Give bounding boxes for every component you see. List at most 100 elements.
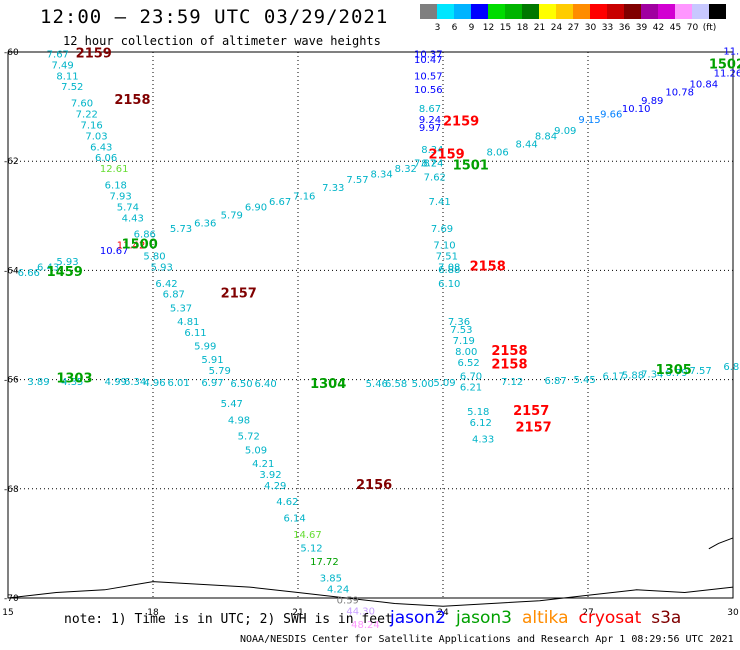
x-tick-label: 30 [727,608,739,618]
legend-label: 33 [601,23,614,33]
wave-height-label: 3.92 [259,470,281,481]
wave-height-label: 5.80 [143,251,165,262]
wave-height-label: 6.79 [665,368,687,379]
wave-height-label: 5.45 [574,375,596,386]
legend-swatch [590,4,607,19]
wave-height-label: 4.35 [61,377,83,388]
wave-height-label: 6.10 [438,279,460,290]
wave-height-label: 6.50 [230,379,252,390]
legend-label: 3 [434,23,441,33]
wave-height-label: 6.97 [201,378,223,389]
wave-height-label: 7.22 [76,110,98,121]
legend-label: 30 [584,23,597,33]
wave-height-label: 10.47 [414,55,443,66]
wave-height-label: 4.62 [276,497,298,508]
wave-height-label: 9.09 [554,126,576,137]
wave-height-label: 6.43 [90,142,112,153]
legend-swatch [624,4,641,19]
pass-time-label: 2158 [114,93,150,108]
note-text: note: 1) Time is in UTC; 2) SWH is in fe… [64,612,393,627]
wave-height-label: 14.67 [293,530,322,541]
wave-height-label: 10.37 [414,49,443,60]
wave-height-label: 4.81 [177,317,199,328]
wave-height-label: 7.16 [293,191,315,202]
wave-height-label: 7.51 [436,251,458,262]
wave-height-label: 7.34 [641,369,663,380]
satellite-legend-item: cryosat [578,608,642,628]
pass-time-label: 2157 [516,420,552,435]
x-tick-label: 15 [2,608,13,618]
wave-height-label: 4.96 [143,378,165,389]
wave-height-label: 6.21 [460,383,482,394]
y-tick-label: -64 [4,266,19,276]
legend-label: 39 [635,23,648,33]
wave-height-label: 8.67 [419,104,441,115]
wave-height-label: 4.21 [252,459,274,470]
wave-height-label: 6.90 [245,202,267,213]
y-tick-label: -68 [4,485,19,495]
wave-height-label: 6.34 [124,377,146,388]
satellite-legend: jason2 jason3 altika cryosat s3a [390,608,691,628]
legend-swatch [488,4,505,19]
wave-height-label: 5.46 [366,379,388,390]
legend-swatch [658,4,675,19]
legend-label: 36 [618,23,631,33]
wave-height-label: 5.93 [56,257,78,268]
x-tick-label: 24 [437,608,449,618]
wave-height-label: 7.10 [433,241,455,252]
wave-height-label: 7.57 [346,175,368,186]
wave-height-label: 5.91 [201,355,223,366]
pass-time-label: 2156 [356,478,392,493]
wave-height-label: 6.88 [438,265,460,276]
pass-time-label: 2159 [76,46,112,61]
pass-time-label: 2158 [470,259,506,274]
wave-height-label: 8.44 [516,140,538,151]
wave-height-label: 9.97 [419,123,441,134]
wave-height-label: 11.42 [117,241,146,252]
pass-time-label: 1500 [122,238,158,253]
wave-height-label: 7.08 [438,262,460,273]
wave-height-label: 7.87 [414,159,436,170]
map-frame [7,51,734,599]
wave-height-label: 6.70 [460,372,482,383]
wave-height-label: 4.99 [105,377,127,388]
pass-time-label: 1305 [656,363,692,378]
wave-height-label: 7.49 [52,60,74,71]
wave-height-label: 5.00 [412,379,434,390]
wave-height-label: 0.59 [337,595,359,606]
wave-height-label: 5.74 [117,202,139,213]
legend-swatch [556,4,573,19]
wave-height-label: 9.24 [419,115,441,126]
legend-swatch [505,4,522,19]
wave-height-label: 6.87 [545,376,567,387]
wave-height-label: 7.57 [690,366,712,377]
legend-label: 45 [669,23,682,33]
wave-height-label: 10.57 [414,71,443,82]
x-tick-label: 27 [582,608,593,618]
wave-height-label: 7.69 [431,224,453,235]
wave-height-label: 8.84 [535,131,557,142]
wave-height-label: 48.24 [351,620,380,631]
wave-height-label: 8.34 [371,170,393,181]
wave-height-label: 9.89 [641,96,663,107]
pass-time-label: 2159 [429,147,465,162]
wave-height-label: 6.66 [18,268,40,279]
wave-height-label: 8.24 [421,159,443,170]
legend-swatch [573,4,590,19]
wave-height-label: 10.67 [100,246,129,257]
wave-height-label: 6.36 [194,219,216,230]
wave-height-label: 5.09 [245,445,267,456]
wave-height-label: 7.67 [47,49,69,60]
legend-label: 6 [451,23,458,33]
wave-height-label: 3.89 [27,377,49,388]
wave-height-label: 7.12 [501,377,523,388]
pass-time-label: 2159 [443,115,479,130]
wave-height-label: 6.58 [385,379,407,390]
wave-height-label: 6.67 [269,197,291,208]
pass-time-label: 1459 [47,265,83,280]
legend-swatch [607,4,624,19]
pass-time-label: 1501 [453,158,489,173]
wave-height-label: 10.78 [665,88,694,99]
wave-height-label: 8.06 [487,148,509,159]
